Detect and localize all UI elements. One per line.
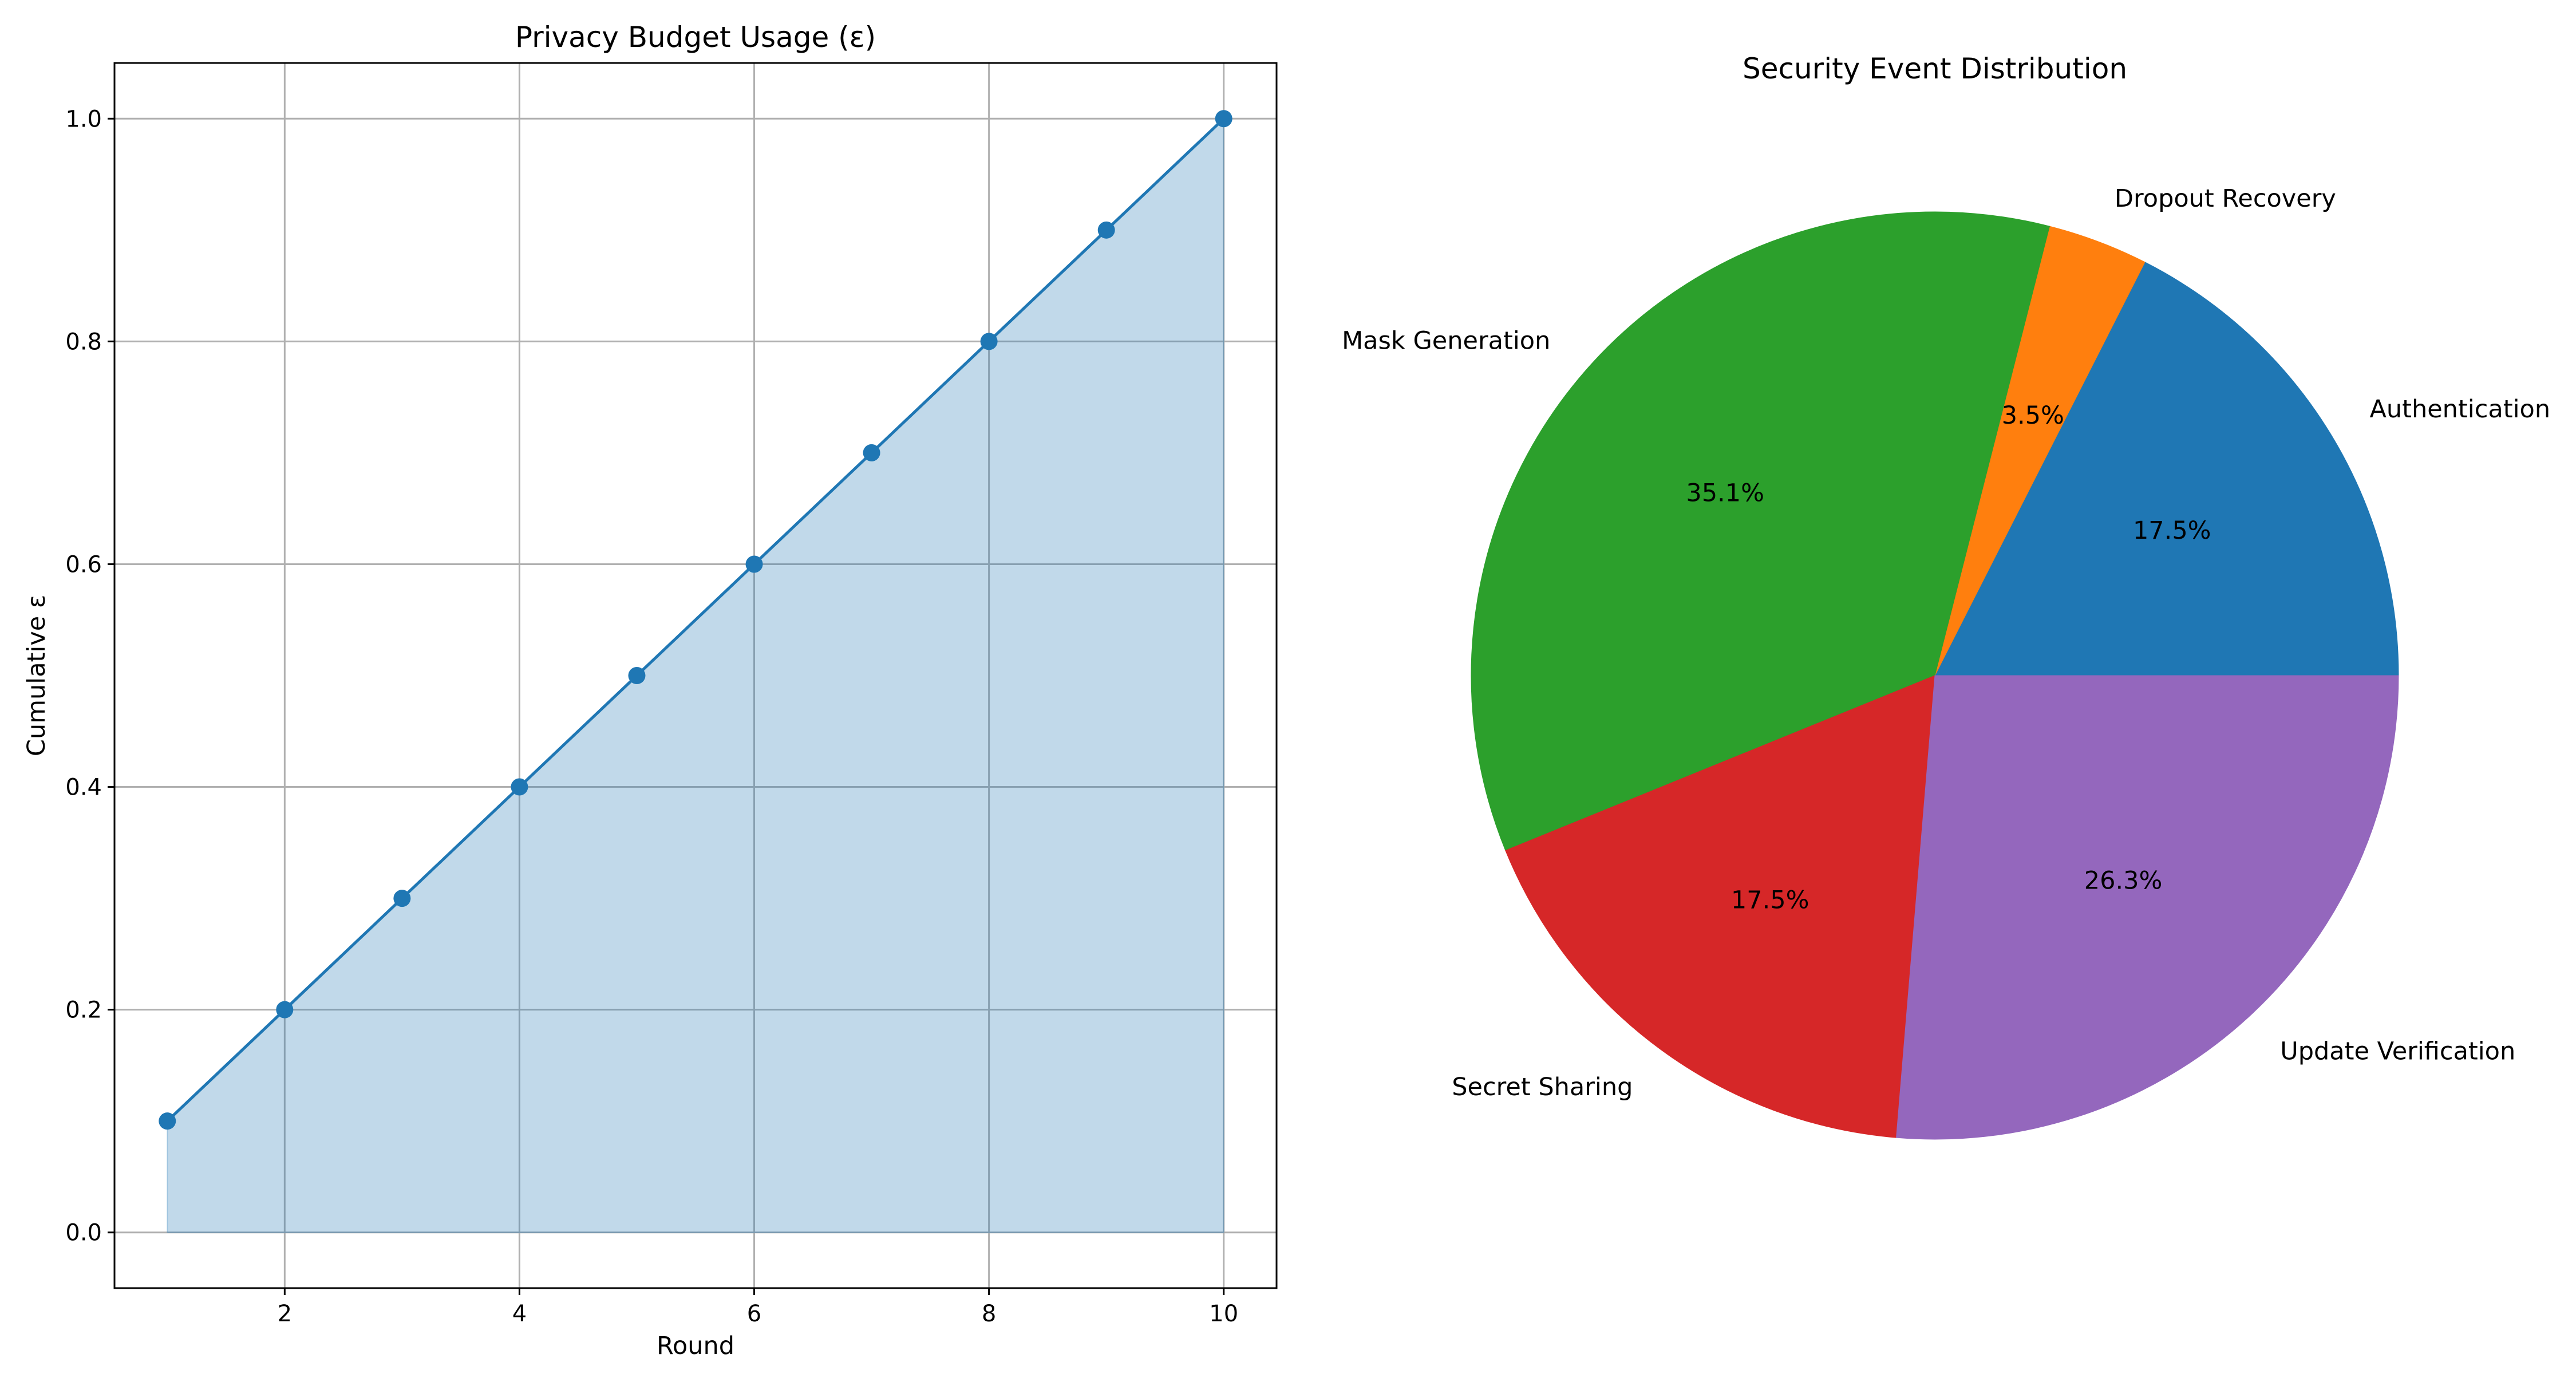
- security-event-pie-chart: Security Event Distribution 17.5% 3.5% 35.…: [1342, 52, 2550, 1140]
- line-chart-series-layer: [166, 117, 1225, 1122]
- y-tick-label: 0.0: [65, 1220, 102, 1246]
- pie-percentage-label: 17.5%: [2133, 516, 2211, 545]
- pie-category-label: Update Verification: [2280, 1037, 2515, 1066]
- x-tick-label: 4: [512, 1301, 527, 1327]
- data-point: [863, 444, 880, 461]
- pie-category-label: Secret Sharing: [1452, 1073, 1633, 1101]
- pie-slice: [1505, 675, 1935, 1138]
- line-chart-grid: [114, 63, 1277, 1288]
- x-tick-label: 2: [278, 1301, 292, 1327]
- pie-slices: [1471, 211, 2399, 1140]
- cumulative-epsilon-line: [166, 117, 1225, 1122]
- pie-category-labels: Authentication Dropout Recovery Mask Gener…: [1342, 184, 2550, 1101]
- y-tick-label: 0.8: [65, 329, 102, 355]
- line-chart-points-layer: [159, 110, 1232, 1130]
- data-point: [1097, 221, 1115, 239]
- data-point: [1215, 110, 1232, 128]
- x-tick-label: 6: [747, 1301, 761, 1327]
- x-tick-label: 10: [1209, 1301, 1238, 1327]
- pie-chart-title: Security Event Distribution: [1743, 52, 2127, 85]
- pie-category-label: Mask Generation: [1342, 327, 1550, 356]
- data-point: [980, 333, 998, 350]
- data-point: [276, 1001, 294, 1018]
- line-chart-plot-frame: [113, 62, 1278, 1289]
- y-tick-label: 0.6: [65, 551, 102, 578]
- pie-percentage-label: 35.1%: [1686, 479, 1764, 508]
- y-tick-label: 0.4: [65, 775, 102, 801]
- pie-category-label: Dropout Recovery: [2115, 184, 2336, 213]
- pie-percentage-label: 26.3%: [2084, 867, 2163, 895]
- pie-slice: [1471, 211, 2050, 851]
- x-tick-label: 8: [982, 1301, 996, 1327]
- privacy-budget-chart: Privacy Budget Usage (ε) 2 4 6 8 10 0.00.20.…: [22, 21, 1278, 1360]
- line-chart-y-axis-label: Cumulative ε: [22, 595, 51, 756]
- pie-percentage-label: 3.5%: [2002, 401, 2064, 430]
- pie-slice: [1896, 675, 2399, 1140]
- pie-slice: [1934, 262, 2399, 676]
- y-tick-label: 0.2: [65, 997, 102, 1024]
- y-tick-label: 1.0: [65, 106, 102, 132]
- line-chart-x-ticks: 2 4 6 8 10: [278, 1288, 1238, 1327]
- data-point: [511, 778, 528, 796]
- line-chart-title: Privacy Budget Usage (ε): [515, 21, 876, 54]
- pie-percentage-label: 17.5%: [1731, 886, 1809, 915]
- pie-category-label: Authentication: [2369, 395, 2550, 424]
- pie-percentage-labels: 17.5% 3.5% 35.1% 17.5% 26.3%: [1686, 401, 2211, 914]
- data-point: [393, 890, 411, 907]
- line-chart-x-axis-label: Round: [657, 1332, 734, 1360]
- data-point: [628, 667, 646, 684]
- line-chart-y-ticks: 0.0 0.2 0.4 0.6 0.8 1.0: [65, 106, 114, 1246]
- data-point: [745, 555, 763, 573]
- data-point: [159, 1112, 176, 1130]
